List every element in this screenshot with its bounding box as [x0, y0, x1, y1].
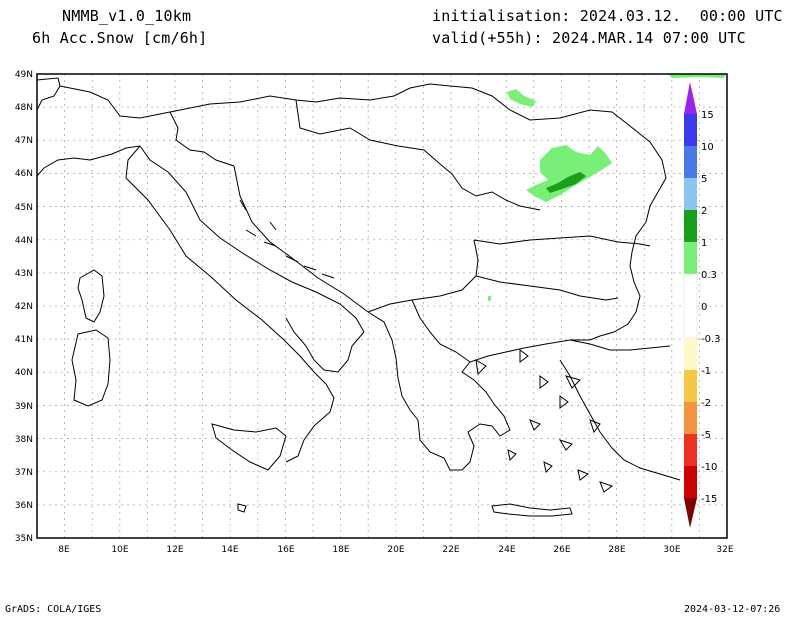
colorbar — [683, 82, 698, 528]
grid-lines — [37, 74, 727, 538]
snow-areas — [488, 74, 726, 301]
colorbar-swatch-neg2 — [684, 370, 697, 402]
lon-label: 22E — [442, 545, 459, 555]
island-corsica — [77, 269, 105, 323]
lon-label: 26E — [553, 545, 570, 555]
lon-label: 14E — [221, 545, 238, 555]
lat-label: 41N — [15, 335, 33, 345]
lon-label: 12E — [166, 545, 183, 555]
footer-software: GrADS: COLA/IGES — [5, 604, 102, 615]
lat-label: 39N — [15, 402, 33, 412]
lon-label: 30E — [663, 545, 680, 555]
colorbar-label: 1 — [701, 238, 707, 249]
colorbar-label: -0.3 — [701, 334, 721, 345]
colorbar-swatch-neg1 — [684, 338, 697, 370]
coast-balkans-adriatic — [233, 165, 419, 421]
lat-label: 48N — [15, 103, 33, 113]
colorbar-top-arrow — [684, 82, 697, 114]
lon-axis-labels: 8E 10E 12E 14E 16E 18E 20E 22E 24E 26E 2… — [58, 545, 734, 555]
lat-axis-labels: 49N 48N 47N 46N 45N 44N 43N 42N 41N 40N … — [15, 70, 33, 544]
lon-label: 8E — [58, 545, 70, 555]
island-cyprus — [237, 503, 247, 513]
coastlines-and-borders — [36, 77, 681, 517]
coast-italy-adriatic — [139, 145, 365, 333]
colorbar-label: 0.3 — [701, 270, 717, 281]
colorbar-labels: 15 10 5 2 1 0.3 0 -0.3 -1 -2 -5 -10 -15 — [701, 110, 721, 505]
lon-label: 18E — [332, 545, 349, 555]
colorbar-swatch-10 — [684, 146, 697, 178]
colorbar-swatch-2 — [684, 210, 697, 242]
border-alps — [59, 85, 317, 167]
initialisation-time: initialisation: 2024.03.12. 00:00 UTC — [432, 7, 783, 25]
variable-title: 6h Acc.Snow [cm/6h] — [32, 29, 208, 47]
snow-area-small — [488, 296, 491, 301]
colorbar-label: -2 — [701, 398, 711, 409]
colorbar-label: 5 — [701, 174, 707, 185]
colorbar-swatch-neg10 — [684, 434, 697, 466]
lon-label: 32E — [716, 545, 733, 555]
lat-label: 35N — [15, 534, 33, 544]
colorbar-label: -1 — [701, 366, 711, 377]
lat-label: 40N — [15, 368, 33, 378]
colorbar-label: 0 — [701, 302, 707, 313]
colorbar-swatch-0 — [683, 273, 698, 339]
lat-label: 46N — [15, 169, 33, 179]
coastline-northwest — [36, 77, 141, 177]
island-sardinia — [71, 329, 111, 407]
lat-label: 44N — [15, 236, 33, 246]
island-sicily — [211, 423, 287, 471]
lat-label: 37N — [15, 468, 33, 478]
lat-label: 47N — [15, 136, 33, 146]
lat-label: 36N — [15, 501, 33, 511]
border-balkans — [367, 239, 619, 363]
snow-area-moldova — [526, 145, 612, 202]
valid-time: valid(+55h): 2024.MAR.14 07:00 UTC — [432, 29, 746, 47]
lon-label: 28E — [608, 545, 625, 555]
lat-label: 43N — [15, 269, 33, 279]
river-danube — [473, 235, 651, 247]
footer-timestamp: 2024-03-12-07:26 — [684, 604, 781, 615]
plot-frame — [36, 73, 728, 539]
colorbar-swatch-5 — [684, 178, 697, 210]
colorbar-label: -5 — [701, 430, 711, 441]
coast-black-sea — [570, 221, 647, 341]
border-hungary — [295, 99, 541, 211]
lon-label: 10E — [111, 545, 128, 555]
snow-area-moldova-core — [546, 172, 586, 193]
islands-dalmatia — [239, 199, 335, 279]
colorbar-swatch-neg15 — [684, 466, 697, 498]
coast-greece — [417, 339, 571, 471]
coast-turkey — [559, 339, 681, 481]
lat-label: 49N — [15, 70, 33, 80]
lat-label: 42N — [15, 302, 33, 312]
colorbar-label: -10 — [701, 462, 717, 473]
lat-label: 45N — [15, 203, 33, 213]
snow-area-ukraine-north — [507, 89, 536, 107]
border-central — [315, 83, 667, 223]
lat-label: 38N — [15, 435, 33, 445]
snow-area-top-edge — [668, 74, 726, 78]
lon-label: 20E — [387, 545, 404, 555]
colorbar-label: 15 — [701, 110, 714, 121]
islands-aegean — [475, 349, 614, 493]
coast-italy-tyrrhenian — [125, 145, 327, 385]
island-crete — [491, 503, 573, 517]
colorbar-label: 2 — [701, 206, 707, 217]
coast-italy-south — [285, 317, 365, 463]
colorbar-swatch-1 — [684, 242, 697, 274]
colorbar-swatch-neg5 — [684, 402, 697, 434]
colorbar-label: -15 — [701, 494, 717, 505]
colorbar-bottom-arrow — [684, 498, 697, 528]
model-title: NMMB_v1.0_10km — [62, 7, 192, 25]
lon-label: 24E — [498, 545, 515, 555]
colorbar-swatch-15 — [684, 114, 697, 146]
colorbar-label: 10 — [701, 142, 714, 153]
lon-label: 16E — [277, 545, 294, 555]
